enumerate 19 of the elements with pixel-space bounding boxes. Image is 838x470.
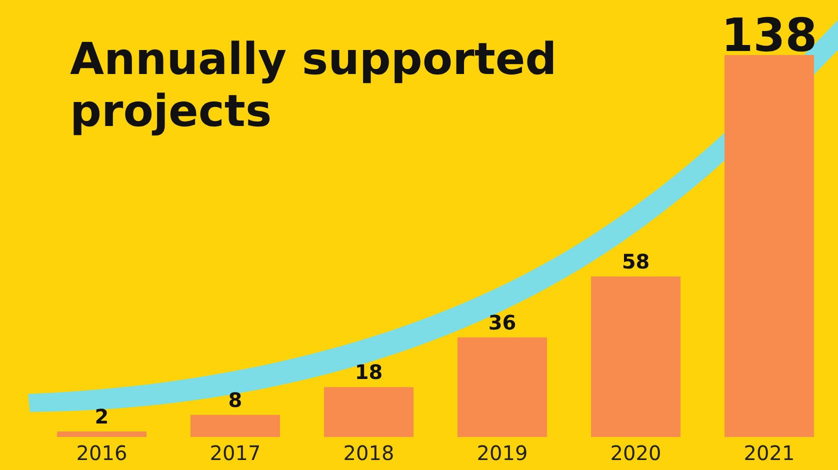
data-label: 138: [721, 8, 818, 62]
data-label: 8: [228, 388, 242, 412]
bar: [324, 387, 414, 437]
x-tick-label: 2020: [610, 441, 662, 465]
bar: [458, 337, 547, 437]
chart-title: Annually supported projects: [70, 34, 558, 138]
x-tick-label: 2019: [476, 441, 528, 465]
x-tick-label: 2021: [744, 441, 795, 465]
data-label: 2: [94, 404, 109, 428]
bar: [190, 414, 280, 437]
bar: [57, 431, 146, 437]
bar: [724, 55, 814, 437]
bar: [591, 276, 680, 437]
data-label: 58: [622, 249, 650, 274]
x-tick-label: 2018: [343, 441, 394, 465]
data-label: 18: [354, 360, 383, 384]
data-label: 36: [488, 310, 516, 334]
x-tick-label: 2017: [210, 441, 261, 465]
x-tick-label: 2016: [76, 441, 128, 465]
